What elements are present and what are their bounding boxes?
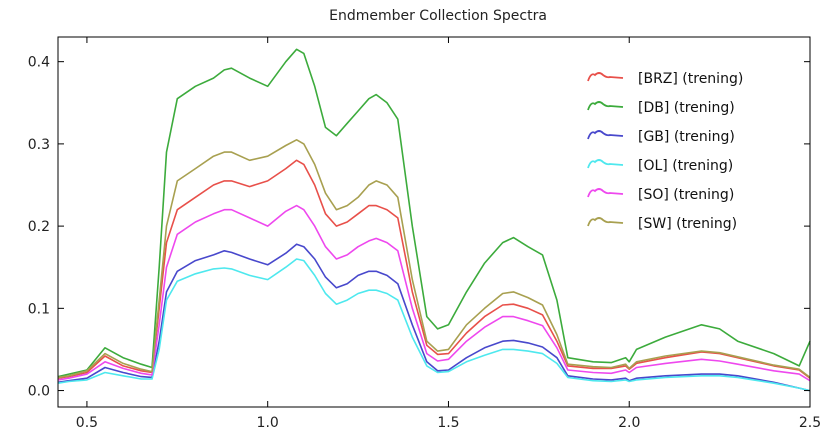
y-tick-label: 0.2	[28, 219, 50, 235]
legend-swatch	[587, 72, 624, 82]
legend-swatch	[587, 188, 624, 198]
y-tick-label: 0.3	[28, 137, 50, 153]
x-tick-label: 1.5	[437, 415, 459, 431]
x-tick-label: 0.5	[76, 415, 98, 431]
series-line-0	[57, 159, 811, 379]
series-lines	[57, 48, 811, 392]
chart-title: Endmember Collection Spectra	[329, 8, 547, 24]
legend-label: [SW] (trening)	[638, 216, 737, 232]
legend-label: [SO] (trening)	[638, 187, 734, 203]
legend-swatch	[587, 159, 624, 169]
legend-swatch	[587, 101, 624, 111]
legend-label: [OL] (trening)	[638, 158, 733, 174]
y-tick-label: 0.1	[28, 301, 50, 317]
series-line-5	[57, 139, 811, 379]
y-tick-label: 0.0	[28, 384, 50, 400]
x-tick-label: 2.5	[799, 415, 821, 431]
series-line-2	[57, 243, 811, 392]
legend: [BRZ] (trening) [DB] (trening) [GB] (treni…	[587, 71, 743, 232]
x-tick-label: 1.0	[257, 415, 279, 431]
legend-label: [DB] (trening)	[638, 100, 735, 116]
legend-swatch	[587, 130, 624, 140]
x-tick-label: 2.0	[618, 415, 640, 431]
y-tick-label: 0.4	[28, 55, 50, 71]
legend-label: [GB] (trening)	[638, 129, 735, 145]
series-line-4	[57, 204, 811, 382]
series-line-3	[57, 258, 811, 392]
legend-swatch	[587, 217, 624, 227]
series-line-1	[57, 48, 811, 378]
axes: 0.5 1.0 1.5 2.0 2.5 0.0 0.1 0.2 0.3 0.4	[28, 37, 821, 431]
legend-label: [BRZ] (trening)	[638, 71, 743, 87]
plot-frame	[57, 36, 811, 408]
